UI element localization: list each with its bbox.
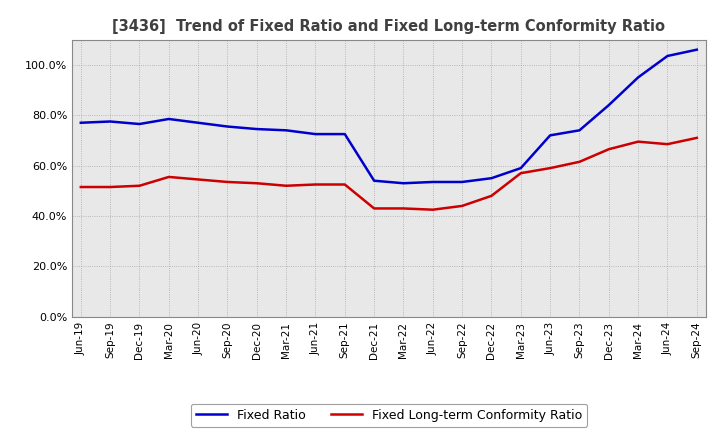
Fixed Long-term Conformity Ratio <box>399 206 408 211</box>
Fixed Long-term Conformity Ratio <box>487 193 496 198</box>
Fixed Ratio <box>458 180 467 185</box>
Fixed Ratio <box>106 119 114 124</box>
Title: [3436]  Trend of Fixed Ratio and Fixed Long-term Conformity Ratio: [3436] Trend of Fixed Ratio and Fixed Lo… <box>112 19 665 34</box>
Fixed Ratio <box>634 75 642 80</box>
Fixed Long-term Conformity Ratio <box>546 165 554 171</box>
Fixed Ratio <box>164 116 173 121</box>
Fixed Ratio <box>428 180 437 185</box>
Fixed Long-term Conformity Ratio <box>693 135 701 140</box>
Fixed Ratio <box>605 103 613 108</box>
Fixed Ratio <box>575 128 584 133</box>
Line: Fixed Ratio: Fixed Ratio <box>81 50 697 183</box>
Fixed Long-term Conformity Ratio <box>663 142 672 147</box>
Fixed Long-term Conformity Ratio <box>164 174 173 180</box>
Fixed Long-term Conformity Ratio <box>516 171 525 176</box>
Fixed Long-term Conformity Ratio <box>311 182 320 187</box>
Fixed Ratio <box>194 120 202 125</box>
Fixed Ratio <box>135 121 144 127</box>
Fixed Long-term Conformity Ratio <box>605 147 613 152</box>
Fixed Long-term Conformity Ratio <box>428 207 437 213</box>
Fixed Long-term Conformity Ratio <box>458 203 467 209</box>
Fixed Long-term Conformity Ratio <box>253 180 261 186</box>
Fixed Ratio <box>487 176 496 181</box>
Legend: Fixed Ratio, Fixed Long-term Conformity Ratio: Fixed Ratio, Fixed Long-term Conformity … <box>191 404 587 427</box>
Fixed Ratio <box>223 124 232 129</box>
Fixed Long-term Conformity Ratio <box>634 139 642 144</box>
Fixed Ratio <box>370 178 379 183</box>
Fixed Ratio <box>663 53 672 59</box>
Fixed Long-term Conformity Ratio <box>282 183 290 188</box>
Fixed Ratio <box>341 132 349 137</box>
Fixed Long-term Conformity Ratio <box>370 206 379 211</box>
Fixed Ratio <box>516 165 525 171</box>
Fixed Long-term Conformity Ratio <box>135 183 144 188</box>
Fixed Long-term Conformity Ratio <box>341 182 349 187</box>
Fixed Long-term Conformity Ratio <box>106 184 114 190</box>
Fixed Ratio <box>76 120 85 125</box>
Fixed Ratio <box>546 133 554 138</box>
Fixed Ratio <box>311 132 320 137</box>
Line: Fixed Long-term Conformity Ratio: Fixed Long-term Conformity Ratio <box>81 138 697 210</box>
Fixed Ratio <box>253 126 261 132</box>
Fixed Ratio <box>693 47 701 52</box>
Fixed Ratio <box>399 180 408 186</box>
Fixed Long-term Conformity Ratio <box>194 177 202 182</box>
Fixed Long-term Conformity Ratio <box>575 159 584 165</box>
Fixed Long-term Conformity Ratio <box>76 184 85 190</box>
Fixed Ratio <box>282 128 290 133</box>
Fixed Long-term Conformity Ratio <box>223 180 232 185</box>
